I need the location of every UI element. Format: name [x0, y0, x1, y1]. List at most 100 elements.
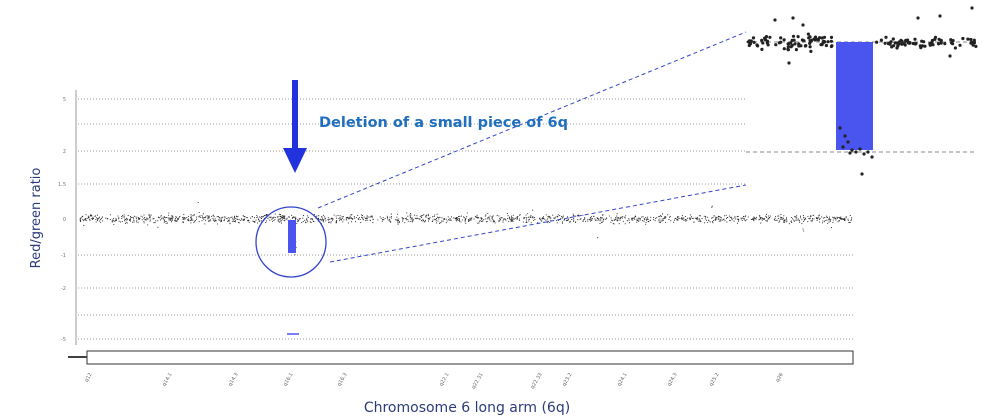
data-point [523, 217, 525, 219]
data-point [333, 214, 335, 216]
data-point [242, 219, 244, 222]
data-point [698, 219, 700, 221]
data-point [584, 217, 586, 219]
zoom-data-point [806, 32, 811, 36]
data-point [468, 220, 470, 222]
data-point [632, 219, 634, 221]
data-point [689, 217, 691, 219]
data-point [177, 219, 179, 221]
y-axis-label: Red/green ratio [29, 168, 44, 269]
data-point [380, 217, 382, 219]
zoom-data-point [786, 45, 790, 49]
data-point [647, 218, 649, 220]
data-point [149, 216, 151, 218]
data-point [696, 219, 698, 221]
data-point [605, 218, 607, 221]
data-point [668, 216, 671, 218]
zoom-data-point [875, 40, 879, 44]
y-tick-label: -1 [61, 253, 66, 259]
data-point [843, 219, 846, 221]
data-point [409, 214, 411, 216]
data-point [254, 220, 256, 223]
data-point [466, 212, 468, 214]
data-point [485, 214, 487, 216]
data-point [427, 213, 429, 215]
band-label: q12 [84, 372, 94, 383]
data-point [264, 215, 266, 217]
data-point [628, 219, 630, 221]
data-point [412, 220, 414, 222]
data-point [440, 220, 443, 222]
data-point [659, 215, 661, 217]
data-point [398, 222, 400, 224]
data-point [612, 222, 614, 224]
data-point [722, 219, 724, 221]
data-point [674, 217, 676, 219]
data-point [121, 218, 123, 220]
data-point [821, 222, 824, 224]
data-point [753, 218, 755, 220]
data-point [534, 217, 536, 219]
data-point [513, 218, 515, 220]
data-point [144, 219, 146, 221]
zoom-data-point [911, 41, 915, 46]
data-point [562, 215, 564, 217]
data-point [821, 216, 823, 218]
data-point [230, 216, 232, 219]
data-point [562, 216, 564, 218]
data-point [198, 211, 200, 214]
data-point [600, 216, 602, 218]
data-point [386, 217, 389, 219]
data-point [518, 218, 520, 220]
data-point [792, 218, 794, 220]
data-point [273, 216, 275, 218]
data-point [124, 220, 126, 222]
data-point [745, 220, 747, 222]
zoom-data-point [866, 150, 870, 154]
data-point [338, 218, 340, 220]
data-point [416, 217, 418, 219]
data-point [440, 222, 442, 224]
data-point [528, 220, 530, 222]
data-point [525, 218, 528, 220]
data-point [280, 217, 283, 219]
zoom-data-point [761, 41, 765, 45]
data-point [172, 215, 174, 217]
data-point [251, 216, 253, 218]
data-point [291, 217, 293, 220]
data-point [165, 222, 167, 224]
data-point [816, 218, 818, 220]
data-point [616, 213, 618, 215]
data-point [668, 219, 670, 221]
zoom-data-point [756, 44, 760, 48]
data-point [517, 215, 519, 218]
data-point [209, 220, 211, 222]
data-point [591, 219, 593, 221]
data-point [802, 228, 804, 230]
data-point [720, 217, 722, 219]
data-point [237, 218, 239, 221]
data-point [351, 214, 353, 216]
data-point [138, 218, 140, 220]
data-point [686, 217, 689, 219]
data-point [119, 221, 122, 223]
data-point [98, 216, 100, 218]
data-point [83, 225, 85, 227]
y-tick-labels: 5 2 1.5 0 -1 -2 -5 [58, 97, 66, 343]
data-point [171, 215, 173, 217]
data-point [753, 216, 755, 218]
data-point [622, 215, 624, 218]
data-point [261, 215, 263, 218]
data-point [704, 218, 706, 220]
data-point [432, 219, 434, 221]
data-point [281, 214, 283, 217]
data-point [696, 218, 698, 220]
data-point [95, 221, 97, 223]
data-point [194, 220, 196, 222]
data-point [218, 218, 220, 220]
data-point [619, 219, 621, 221]
data-point [610, 217, 612, 219]
data-point [105, 217, 107, 219]
zoom-data-point [843, 134, 847, 138]
data-point [690, 217, 692, 219]
